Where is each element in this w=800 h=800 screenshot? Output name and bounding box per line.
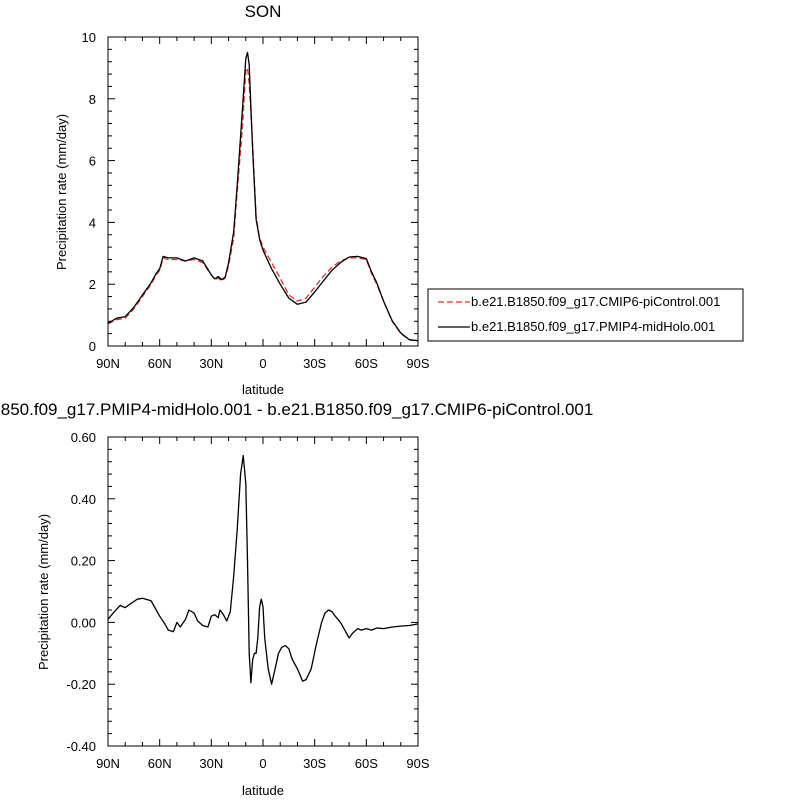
chart-bottom-ylabel: Precipitation rate (mm/day)	[36, 514, 51, 670]
chart-bottom: b.e21.B1850.f09_g17.PMIP4-midHolo.001 - …	[0, 400, 593, 798]
chart-bottom-ytick-label: -0.40	[66, 739, 96, 754]
chart-top-series-line-0	[107, 67, 419, 342]
chart-bottom-series	[107, 454, 419, 685]
chart-bottom-xtick-label: 60S	[355, 756, 378, 771]
chart-bottom-plot-frame	[107, 436, 419, 747]
chart-bottom-xtick-label: 90N	[96, 756, 120, 771]
chart-top-series-line-1	[107, 51, 419, 342]
chart-top-xtick-label: 60S	[355, 356, 378, 371]
chart-bottom-axes: 90N 60N 30N 0 30S 60S 90S -0.40 -0.20 0.00 0.20 0.4…	[66, 430, 430, 771]
chart-top-xtick-label: 0	[259, 356, 266, 371]
chart-top-xtick-label: 90N	[96, 356, 120, 371]
chart-top-ylabel: Precipitation rate (mm/day)	[54, 114, 69, 270]
chart-top-ytick-label: 8	[89, 92, 96, 107]
chart-top-ytick-label: 4	[89, 215, 96, 230]
legend-label-picontrol: b.e21.B1850.f09_g17.CMIP6-piControl.001	[471, 294, 720, 309]
chart-bottom-ytick-label: -0.20	[66, 677, 96, 692]
chart-top-xtick-label: 60N	[148, 356, 172, 371]
chart-bottom-xtick-label: 60N	[148, 756, 172, 771]
chart-top-ytick-label: 10	[82, 30, 96, 45]
chart-top-series	[107, 51, 419, 342]
chart-bottom-xtick-label: 30S	[303, 756, 326, 771]
chart-bottom-ytick-label: 0.40	[71, 492, 96, 507]
chart-bottom-xtick-label: 0	[259, 756, 266, 771]
chart-top-xtick-label: 90S	[406, 356, 429, 371]
legend-label-midholo: b.e21.B1850.f09_g17.PMIP4-midHolo.001	[471, 319, 715, 334]
chart-top-plot-frame	[107, 36, 419, 347]
chart-bottom-ytick-label: 0.20	[71, 554, 96, 569]
chart-top-ytick-label: 0	[89, 339, 96, 354]
legend: b.e21.B1850.f09_g17.CMIP6-piControl.001 …	[427, 288, 744, 342]
chart-bottom-xtick-label: 90S	[406, 756, 429, 771]
chart-top-xlabel: latitude	[242, 382, 284, 397]
chart-bottom-series-line-0	[107, 454, 419, 685]
chart-bottom-ytick-label: 0.60	[71, 430, 96, 445]
chart-bottom-ytick-label: 0.00	[71, 615, 96, 630]
chart-top: SON Precipitation rate (mm/day) latitude…	[54, 2, 430, 397]
chart-bottom-title: b.e21.B1850.f09_g17.PMIP4-midHolo.001 - …	[0, 400, 593, 419]
chart-top-xtick-label: 30N	[199, 356, 223, 371]
legend-box	[427, 288, 744, 342]
chart-bottom-xlabel: latitude	[242, 783, 284, 798]
chart-top-ytick-label: 2	[89, 277, 96, 292]
chart-top-ytick-label: 6	[89, 154, 96, 169]
chart-top-title: SON	[245, 2, 282, 21]
chart-bottom-xtick-label: 30N	[199, 756, 223, 771]
chart-top-xtick-label: 30S	[303, 356, 326, 371]
